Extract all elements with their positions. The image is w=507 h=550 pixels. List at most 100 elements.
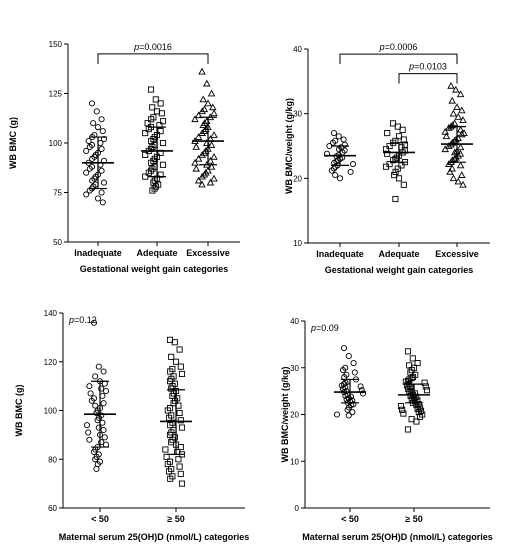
data-point <box>194 111 203 119</box>
data-point <box>458 106 466 114</box>
data-point <box>392 168 399 175</box>
data-point <box>386 142 393 150</box>
data-point <box>206 178 215 186</box>
data-point <box>350 360 357 367</box>
data-point <box>152 96 159 103</box>
x-tick-label: Inadequate <box>74 248 122 258</box>
data-point <box>149 143 156 151</box>
data-point <box>203 79 211 87</box>
data-point <box>445 160 453 167</box>
y-tick-label: 120 <box>44 358 58 367</box>
data-point <box>392 195 399 203</box>
data-point <box>210 109 218 117</box>
data-point <box>98 167 105 174</box>
significance-bracket <box>398 73 458 84</box>
data-point <box>335 133 342 140</box>
data-point <box>339 367 347 374</box>
data-point <box>456 125 465 133</box>
data-point <box>159 161 167 168</box>
data-point <box>447 81 455 89</box>
data-point <box>152 183 160 190</box>
data-point <box>83 147 90 154</box>
series-adequate <box>382 120 415 203</box>
y-tick-label: 100 <box>44 407 58 416</box>
data-point <box>198 67 206 75</box>
data-point <box>156 122 163 129</box>
data-point <box>142 173 149 180</box>
y-axis-label: WB BMC/weight (g/kg) <box>284 98 294 194</box>
data-point <box>329 139 337 146</box>
data-point <box>445 142 453 149</box>
data-point <box>144 120 151 127</box>
x-axis-label: Maternal serum 25(OH)D (nmol/L) categori… <box>59 532 250 542</box>
data-point <box>148 137 155 145</box>
data-point <box>449 109 458 117</box>
data-point <box>345 412 352 419</box>
x-tick-label: Excessive <box>435 249 479 259</box>
data-point <box>198 129 206 136</box>
data-point <box>162 446 169 453</box>
data-point <box>88 100 96 107</box>
data-point <box>149 165 156 172</box>
data-point <box>98 145 105 152</box>
data-point <box>422 383 429 390</box>
data-point <box>349 161 357 168</box>
data-point <box>101 380 108 387</box>
data-point <box>163 453 170 460</box>
data-point <box>414 360 421 367</box>
data-point <box>177 444 184 451</box>
data-point <box>454 112 462 120</box>
data-point <box>409 355 416 362</box>
data-point <box>142 130 149 137</box>
data-point <box>100 135 108 143</box>
y-tick-label: 10 <box>293 239 302 248</box>
chart-panel-2: 10 20 30 40 Inadequate Adequate Excessive Gesta… <box>284 42 490 275</box>
data-point <box>423 387 431 394</box>
data-point <box>210 174 218 182</box>
data-point <box>145 126 152 133</box>
chart-panel-3: 60 80 100 120 140 < 50 ≥ 50 Maternal serum 25(O… <box>14 309 249 542</box>
data-point <box>199 95 207 103</box>
x-tick-label: < 50 <box>91 514 109 524</box>
data-point <box>177 470 184 477</box>
y-axis-label: WB BMC (g) <box>8 117 18 169</box>
data-point <box>452 85 460 93</box>
data-point <box>90 120 97 127</box>
data-point <box>332 172 339 179</box>
data-point <box>157 100 164 107</box>
data-point <box>88 397 95 404</box>
y-tick-label: 20 <box>293 174 302 183</box>
data-point <box>148 159 155 166</box>
data-point <box>90 319 98 326</box>
data-point <box>398 162 405 169</box>
data-point <box>414 405 421 412</box>
data-point <box>338 382 345 389</box>
y-tick-label: 10 <box>290 457 299 466</box>
data-point <box>391 172 398 179</box>
data-point <box>458 130 466 138</box>
data-point <box>87 390 94 397</box>
data-point <box>400 181 407 188</box>
y-tick-label: 0 <box>295 504 300 513</box>
data-point <box>194 133 203 140</box>
data-point <box>336 175 344 182</box>
data-point <box>351 369 358 376</box>
series-50 <box>83 319 116 473</box>
y-tick-label: 40 <box>290 317 299 326</box>
p-value-label: p=0.0006 <box>379 42 418 52</box>
data-point <box>92 456 99 463</box>
data-point <box>207 162 216 170</box>
x-tick-label: ≥ 50 <box>167 514 184 524</box>
data-point <box>102 387 110 395</box>
data-point <box>101 434 108 441</box>
data-point <box>86 436 93 443</box>
data-point <box>191 115 199 123</box>
data-point <box>167 475 174 482</box>
data-point <box>199 121 207 129</box>
data-point <box>164 407 171 414</box>
data-point <box>359 390 367 397</box>
data-point <box>347 168 354 175</box>
data-point <box>384 150 391 157</box>
data-point <box>167 422 174 429</box>
data-point <box>456 161 465 169</box>
